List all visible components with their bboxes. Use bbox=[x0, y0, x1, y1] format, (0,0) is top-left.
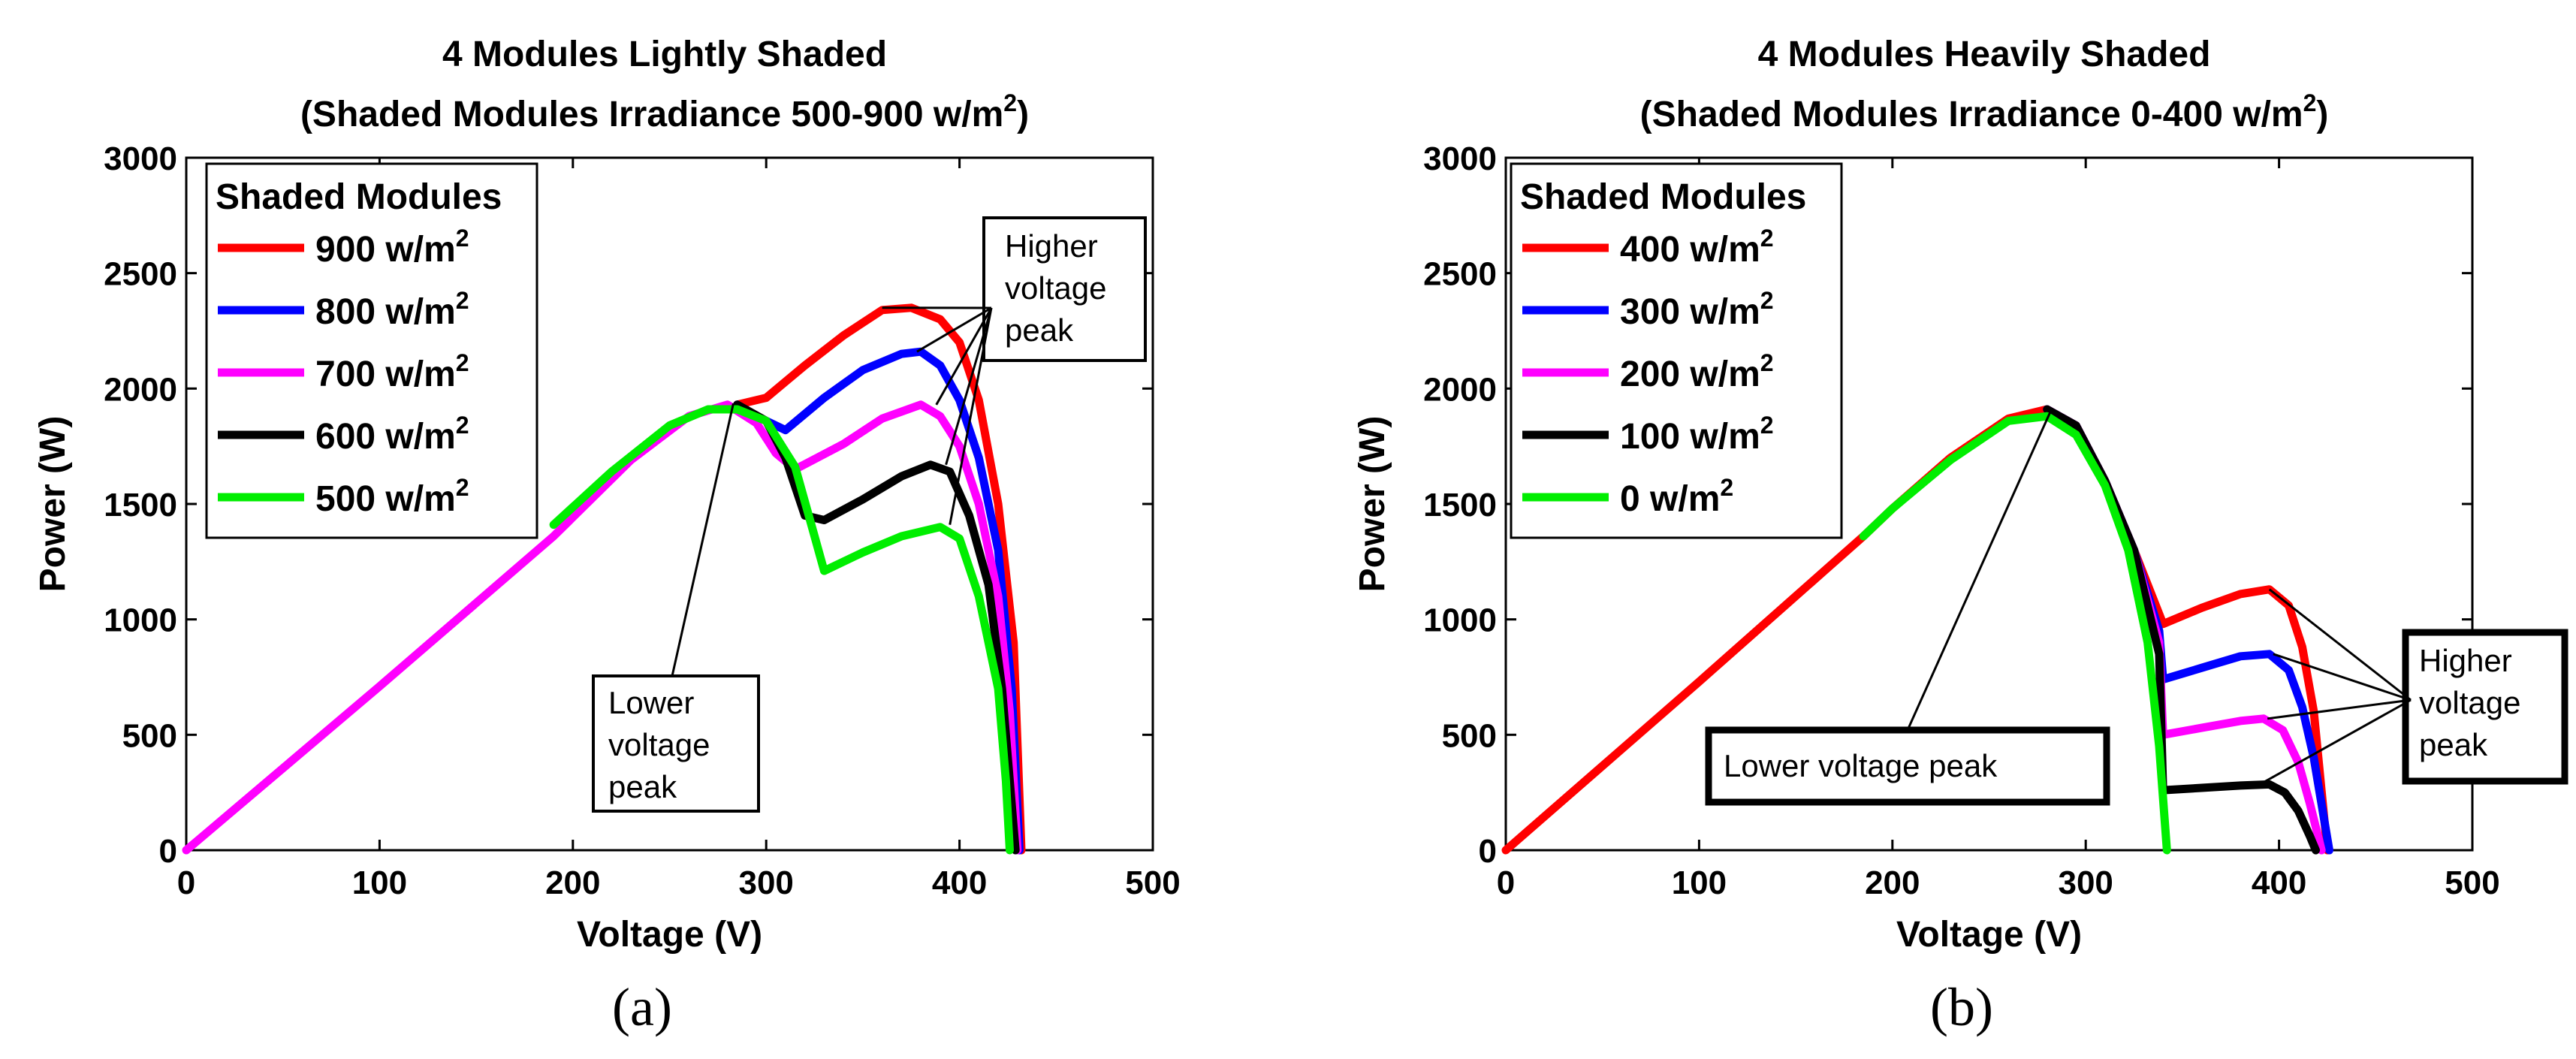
x-tick-label: 100 bbox=[352, 864, 407, 901]
panel-label: (b) bbox=[1930, 977, 1993, 1037]
legend-label-300: 300 w/m2 bbox=[1620, 287, 1774, 332]
annotation-text-higher: voltage bbox=[2419, 685, 2520, 720]
annotation-box-higher bbox=[2402, 629, 2568, 785]
chart-subtitle: (Shaded Modules Irradiance 0-400 w/m2) bbox=[1640, 89, 2329, 134]
chart-title: 4 Modules Lightly Shaded bbox=[442, 35, 887, 74]
x-tick-label: 300 bbox=[2058, 864, 2113, 901]
legend-label-600: 600 w/m2 bbox=[315, 412, 469, 457]
annotation-box-lower bbox=[592, 674, 760, 813]
x-tick-label: 0 bbox=[1497, 864, 1515, 901]
annotation-text-higher: Higher bbox=[2419, 643, 2512, 678]
y-tick-label: 3000 bbox=[1423, 140, 1497, 177]
y-tick-label: 500 bbox=[122, 717, 177, 754]
legend-title: Shaded Modules bbox=[216, 177, 502, 217]
annotation-text-higher: peak bbox=[1005, 312, 1074, 348]
series-line-0 bbox=[1859, 412, 2171, 855]
annotation-arrow-higher bbox=[949, 307, 993, 525]
legend-title: Shaded Modules bbox=[1520, 177, 1806, 217]
chart-title: 4 Modules Heavily Shaded bbox=[1758, 35, 2211, 74]
annotation-box-higher bbox=[982, 216, 1147, 362]
annotation-text-lower: Lower bbox=[608, 685, 694, 720]
y-tick-label: 1500 bbox=[104, 487, 177, 523]
annotation-arrow-higher bbox=[2259, 698, 2412, 786]
legend-label-400: 400 w/m2 bbox=[1620, 225, 1774, 270]
panel-label: (a) bbox=[612, 977, 672, 1037]
legend-label-800: 800 w/m2 bbox=[315, 287, 469, 332]
y-tick-label: 1000 bbox=[104, 602, 177, 639]
annotation-text-lower: Lower voltage peak bbox=[1724, 748, 1998, 783]
annotation-arrow-higher bbox=[2268, 588, 2412, 701]
legend-label-0: 0 w/m2 bbox=[1620, 474, 1733, 519]
x-axis-label: Voltage (V) bbox=[1896, 915, 2082, 955]
legend-label-500: 500 w/m2 bbox=[315, 474, 469, 519]
chart-subtitle: (Shaded Modules Irradiance 500-900 w/m2) bbox=[300, 89, 1029, 134]
annotation-arrow-higher bbox=[2273, 653, 2412, 701]
legend-label-100: 100 w/m2 bbox=[1620, 412, 1774, 457]
y-tick-label: 0 bbox=[159, 833, 177, 870]
y-tick-label: 2000 bbox=[104, 371, 177, 408]
x-axis-label: Voltage (V) bbox=[577, 915, 762, 955]
legend-box bbox=[1510, 162, 1843, 539]
x-tick-label: 400 bbox=[932, 864, 987, 901]
annotation-text-lower: peak bbox=[608, 769, 677, 804]
x-tick-label: 100 bbox=[1672, 864, 1727, 901]
chart-b: 4 Modules Heavily Shaded (Shaded Modules … bbox=[1353, 35, 2568, 1037]
x-tick-label: 200 bbox=[545, 864, 600, 901]
y-tick-label: 1000 bbox=[1423, 602, 1497, 639]
annotation-arrow-higher bbox=[935, 307, 993, 406]
x-tick-label: 400 bbox=[2252, 864, 2306, 901]
legend-box bbox=[205, 162, 538, 539]
x-tick-label: 300 bbox=[738, 864, 793, 901]
y-tick-label: 2500 bbox=[1423, 256, 1497, 293]
y-tick-label: 2000 bbox=[1423, 371, 1497, 408]
annotation-text-higher: Higher bbox=[1005, 228, 1098, 264]
y-axis-label: Power (W) bbox=[1353, 416, 1392, 593]
annotation-arrow-lower bbox=[1906, 409, 2053, 731]
series-line-500 bbox=[549, 405, 1014, 855]
y-tick-label: 3000 bbox=[104, 140, 177, 177]
annotation-arrow-higher bbox=[945, 307, 993, 466]
series-line-800 bbox=[733, 347, 1024, 855]
series-line-700 bbox=[182, 400, 1022, 855]
legend-label-700: 700 w/m2 bbox=[315, 349, 469, 394]
annotation-text-lower: voltage bbox=[608, 727, 710, 762]
legend-label-200: 200 w/m2 bbox=[1620, 349, 1774, 394]
annotation-text-higher: peak bbox=[2419, 727, 2488, 762]
x-tick-label: 0 bbox=[177, 864, 195, 901]
y-tick-label: 500 bbox=[1442, 717, 1497, 754]
annotation-text-higher: voltage bbox=[1005, 270, 1106, 306]
series-line-900 bbox=[733, 303, 1026, 855]
annotation-arrow-lower bbox=[671, 403, 734, 677]
annotation-arrow-higher bbox=[2267, 698, 2412, 720]
x-tick-label: 200 bbox=[1865, 864, 1920, 901]
x-tick-label: 500 bbox=[1125, 864, 1180, 901]
y-tick-label: 1500 bbox=[1423, 487, 1497, 523]
y-axis-label: Power (W) bbox=[33, 416, 73, 593]
y-tick-label: 2500 bbox=[104, 256, 177, 293]
annotation-arrow-higher bbox=[916, 306, 992, 353]
y-tick-label: 0 bbox=[1479, 833, 1497, 870]
x-tick-label: 500 bbox=[2445, 864, 2499, 901]
series-line-600 bbox=[733, 400, 1020, 855]
legend-label-900: 900 w/m2 bbox=[315, 225, 469, 270]
chart-a: 4 Modules Lightly Shaded (Shaded Modules … bbox=[33, 35, 1181, 1037]
